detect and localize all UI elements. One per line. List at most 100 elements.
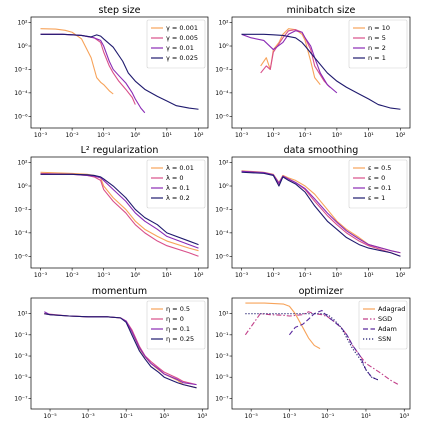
axes-frame xyxy=(30,297,209,410)
y-tick-label: 10⁻² xyxy=(215,66,229,73)
series-group xyxy=(244,302,399,386)
legend-box xyxy=(146,19,206,69)
series-line-3 xyxy=(245,313,380,381)
x-tick-label: 10⁻² xyxy=(65,272,79,279)
series-line-2 xyxy=(241,30,338,94)
legend-label: SGD xyxy=(378,315,392,323)
x-tick-label: 10⁻³ xyxy=(235,132,249,139)
y-tick-label: 10² xyxy=(218,160,229,167)
y-tick-label: 10⁻⁷ xyxy=(14,395,28,402)
legend-label: η = 0.5 xyxy=(166,305,190,313)
panel-1: 10⁻³ 10⁻² 10⁻¹ 10⁰ 10¹ 10² 10⁰ 10² 10⁻² 10⁻⁴ 10⁻⁶ m… xyxy=(215,5,411,139)
series-group xyxy=(40,171,199,257)
x-tick-label: 10⁻¹ xyxy=(120,413,134,420)
series-line-3 xyxy=(241,33,401,110)
y-tick-label: 10⁻¹ xyxy=(215,332,229,339)
series-line-2 xyxy=(288,309,380,381)
y-tick-label: 10⁻⁵ xyxy=(215,374,229,381)
axes-frame xyxy=(30,16,209,129)
x-tick-label: 10¹ xyxy=(361,413,372,420)
x-tick-label: 10⁻³ xyxy=(34,272,48,279)
legend-label: n = 5 xyxy=(368,34,386,42)
axes-frame xyxy=(30,156,209,269)
legend-label: n = 2 xyxy=(368,44,386,52)
y-tick-label: 10⁻⁶ xyxy=(215,253,229,260)
x-tick-label: 10⁻⁵ xyxy=(245,413,259,420)
x-tick-label: 10⁻³ xyxy=(235,272,249,279)
legend-label: γ = 0.005 xyxy=(166,34,198,42)
legend-label: ε = 1 xyxy=(368,194,385,202)
panel-2: 10⁻³ 10⁻² 10⁻¹ 10⁰ 10¹ 10² 10⁰ 10² 10⁻² 10⁻⁴ 10⁻⁶ L… xyxy=(14,145,209,279)
y-tick-label: 10⁻⁴ xyxy=(215,90,229,97)
series-line-0 xyxy=(40,28,114,95)
y-tick-label: 10⁻⁵ xyxy=(14,374,28,381)
panel-3: 10⁻³ 10⁻² 10⁻¹ 10⁰ 10¹ 10² 10⁰ 10² 10⁻² 10⁻⁴ 10⁻⁶ d… xyxy=(215,145,411,279)
y-tick-label: 10² xyxy=(17,20,28,27)
y-tick-label: 10⁰ xyxy=(17,43,28,50)
series-line-1 xyxy=(40,33,136,105)
y-tick-label: 10² xyxy=(17,160,28,167)
x-tick-label: 10⁰ xyxy=(332,132,343,139)
x-tick-label: 10⁻³ xyxy=(81,413,95,420)
y-tick-label: 10⁻⁴ xyxy=(14,90,28,97)
legend-label: γ = 0.025 xyxy=(166,54,198,62)
legend: ε = 0.5 ε = 0 ε = 0.1 ε = 1 xyxy=(348,159,408,209)
legend: Adagrad SGD Adam SSN xyxy=(358,300,408,350)
legend-label: λ = 0 xyxy=(166,174,184,182)
axes-frame xyxy=(231,16,411,129)
panel-0: 10⁻³ 10⁻² 10⁻¹ 10⁰ 10¹ 10² 10⁰ 10² 10⁻² 10⁻⁴ 10⁻⁶ s… xyxy=(14,5,209,139)
legend-label: n = 10 xyxy=(368,24,390,32)
series-line-3 xyxy=(241,171,401,257)
y-tick-label: 10⁰ xyxy=(218,183,229,190)
series-line-3 xyxy=(44,313,197,389)
y-tick-label: 10⁰ xyxy=(218,43,229,50)
legend-box xyxy=(348,19,408,69)
legend-box xyxy=(146,159,206,209)
y-tick-label: 10⁻⁷ xyxy=(215,395,229,402)
legend-box xyxy=(348,159,408,209)
y-tick-label: 10⁻² xyxy=(215,206,229,213)
legend-label: ε = 0.1 xyxy=(368,184,391,192)
x-tick-label: 10³ xyxy=(197,413,208,420)
legend-label: ε = 0.5 xyxy=(368,164,391,172)
legend: γ = 0.001 γ = 0.005 γ = 0.01 γ = 0.025 xyxy=(146,19,206,69)
y-tick-label: 10⁻⁶ xyxy=(215,113,229,120)
chart-title: optimizer xyxy=(299,286,344,297)
legend-label: n = 1 xyxy=(368,54,386,62)
legend-label: γ = 0.01 xyxy=(166,44,194,52)
y-tick-label: 10⁻⁶ xyxy=(14,113,28,120)
series-line-1 xyxy=(260,29,331,88)
x-tick-label: 10⁻¹ xyxy=(321,413,335,420)
legend-label: η = 0.1 xyxy=(166,325,190,333)
legend-label: λ = 0.2 xyxy=(166,194,190,202)
series-line-3 xyxy=(40,33,199,110)
x-tick-label: 10⁻² xyxy=(267,132,281,139)
panel-5: 10⁻⁵ 10⁻³ 10⁻¹ 10¹ 10³ 10¹ 10⁻¹ 10⁻³ 10⁻⁵ 10⁻⁷ opt… xyxy=(215,286,411,420)
y-tick-label: 10¹ xyxy=(17,311,28,318)
x-tick-label: 10⁻³ xyxy=(34,132,48,139)
y-tick-label: 10⁻³ xyxy=(14,353,28,360)
legend-label: λ = 0.01 xyxy=(166,164,194,172)
legend-label: ε = 0 xyxy=(368,174,385,182)
x-tick-label: 10⁻⁵ xyxy=(43,413,57,420)
legend-box xyxy=(146,300,206,350)
y-tick-label: 10⁻⁶ xyxy=(14,253,28,260)
x-tick-label: 10⁻² xyxy=(65,132,79,139)
y-tick-label: 10⁰ xyxy=(17,183,28,190)
legend-label: η = 0 xyxy=(166,315,184,323)
legend: n = 10 n = 5 n = 2 n = 1 xyxy=(348,19,408,69)
legend: λ = 0.01 λ = 0 λ = 0.1 λ = 0.2 xyxy=(146,159,206,209)
x-tick-label: 10³ xyxy=(399,413,410,420)
x-tick-label: 10¹ xyxy=(159,413,170,420)
x-tick-label: 10¹ xyxy=(364,272,375,279)
x-tick-label: 10¹ xyxy=(364,132,375,139)
y-tick-label: 10⁻² xyxy=(14,66,28,73)
series-line-2 xyxy=(241,170,401,254)
x-tick-label: 10⁻¹ xyxy=(299,272,313,279)
chart-title: L² regularization xyxy=(81,145,159,156)
y-tick-label: 10⁻⁴ xyxy=(14,230,28,237)
series-line-0 xyxy=(245,302,321,350)
legend-label: λ = 0.1 xyxy=(166,184,190,192)
x-tick-label: 10² xyxy=(395,132,406,139)
